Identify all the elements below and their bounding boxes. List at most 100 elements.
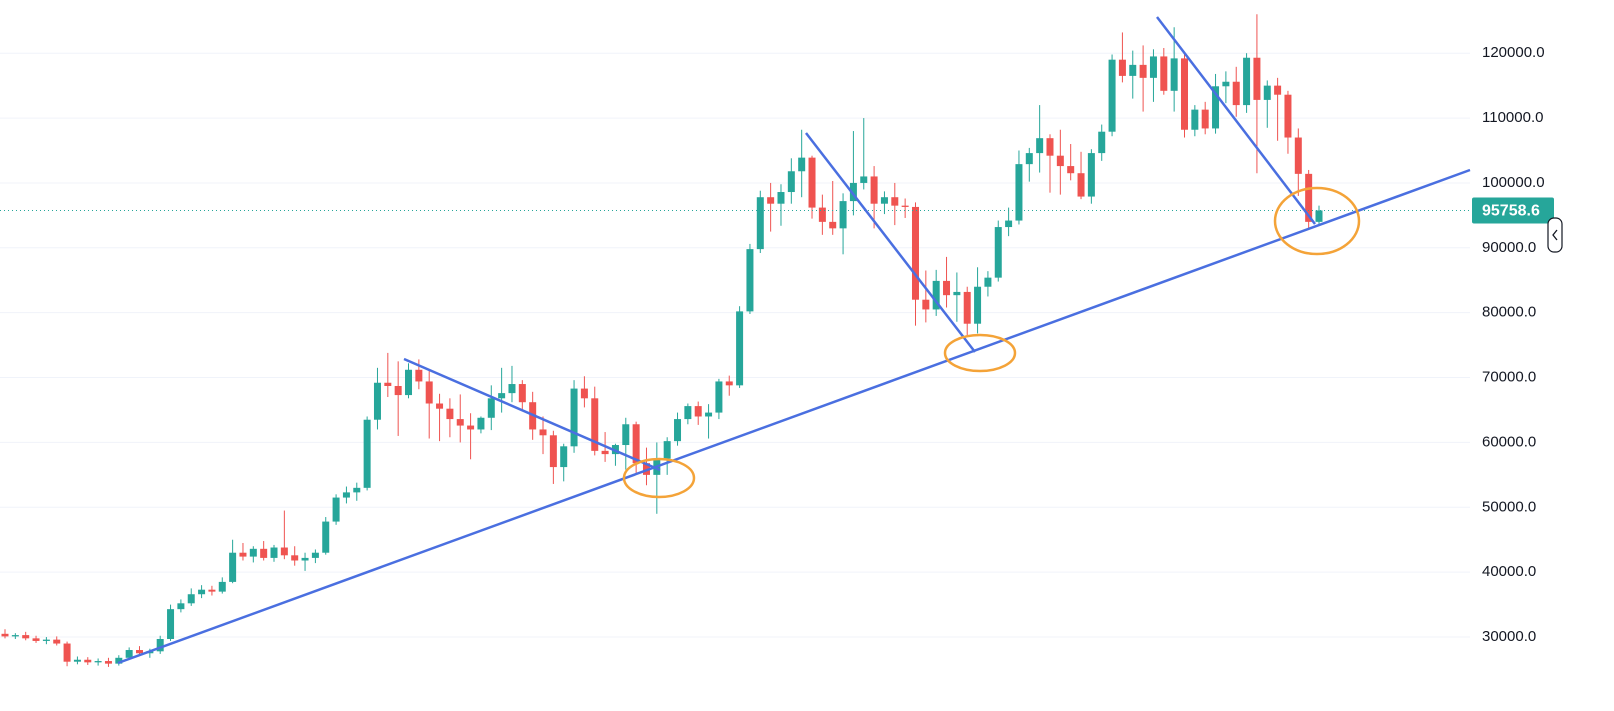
candle-body <box>291 555 299 561</box>
candle-body <box>415 369 423 382</box>
candle-body <box>218 581 226 592</box>
candle-body <box>829 221 837 229</box>
candle-body <box>787 171 795 193</box>
candle-body <box>974 286 982 324</box>
candle-body <box>984 277 992 287</box>
candle-body <box>1191 109 1199 130</box>
candle-body <box>1098 131 1106 154</box>
highlight-ellipse <box>943 333 1017 373</box>
candle-body <box>922 299 930 310</box>
candle-body <box>1015 164 1023 221</box>
candle-body <box>22 635 30 639</box>
drawings <box>117 16 1471 665</box>
candle-body <box>53 639 61 644</box>
candle-body <box>301 557 309 561</box>
candle-body <box>756 197 764 250</box>
candle-body <box>94 661 102 663</box>
candle-body <box>270 547 278 558</box>
candle-body <box>1315 210 1323 222</box>
candle-body <box>1046 138 1054 156</box>
candle-body <box>715 381 723 413</box>
candle-body <box>42 639 50 641</box>
candle-body <box>239 552 247 557</box>
candle-body <box>684 406 692 420</box>
candle-body <box>601 450 609 455</box>
candle-body <box>663 441 671 459</box>
candle-body <box>622 424 630 446</box>
candle-body <box>322 521 330 553</box>
candle-body <box>591 398 599 451</box>
candle-body <box>125 650 133 658</box>
scroll-button[interactable] <box>1547 217 1563 253</box>
candle-body <box>674 419 682 442</box>
candle-body <box>943 280 951 296</box>
candle-body <box>156 638 164 652</box>
candle-body <box>1212 86 1220 129</box>
highlight-ellipse <box>1273 186 1361 256</box>
candle-body <box>1025 153 1033 165</box>
candle-body <box>84 659 92 663</box>
highlight-ellipse <box>622 457 696 499</box>
candle-body <box>839 201 847 229</box>
candle-body <box>1005 220 1013 228</box>
candle-body <box>860 176 868 183</box>
candle-body <box>560 446 568 468</box>
candle-body <box>32 638 40 641</box>
y-tick-label: 60000.0 <box>1482 433 1536 450</box>
y-tick-label: 70000.0 <box>1482 369 1536 386</box>
candle-body <box>342 492 350 498</box>
candle-body <box>849 182 857 202</box>
candle-body <box>580 388 588 399</box>
candle-body <box>1284 94 1292 138</box>
y-tick-label: 40000.0 <box>1482 563 1536 580</box>
candle-body <box>725 381 733 386</box>
candle-body <box>73 659 81 662</box>
candle-body <box>1305 173 1313 222</box>
candle-body <box>260 548 268 558</box>
candle-body <box>167 609 175 639</box>
candle-body <box>1077 173 1085 197</box>
candle-body <box>1056 155 1064 167</box>
candle-body <box>1274 85 1282 95</box>
last-price-label: 95758.6 <box>1482 203 1540 220</box>
candle-body <box>1129 64 1137 76</box>
candle-body <box>1087 153 1095 197</box>
candle-body <box>136 650 144 654</box>
candle-body <box>1253 57 1261 100</box>
candle-body <box>1 633 9 637</box>
candle-body <box>1180 58 1188 130</box>
y-tick-label: 50000.0 <box>1482 498 1536 515</box>
trend-line <box>805 132 976 353</box>
candle-body <box>1149 56 1157 78</box>
button-frame[interactable] <box>1547 217 1563 253</box>
candle-body <box>177 603 185 610</box>
y-tick-label: 30000.0 <box>1482 628 1536 645</box>
candle-body <box>880 197 888 204</box>
candle-body <box>487 398 495 418</box>
candle-body <box>198 589 206 595</box>
candle-body <box>187 594 195 604</box>
candle-body <box>1294 137 1302 174</box>
candle-body <box>280 547 288 556</box>
candle-body <box>1222 81 1230 87</box>
candle-body <box>63 643 71 662</box>
candle-body <box>1170 58 1178 91</box>
candle-body <box>11 635 19 637</box>
candle-body <box>798 157 806 172</box>
candle-body <box>353 487 361 493</box>
candle-body <box>911 206 919 300</box>
candle-body <box>539 429 547 436</box>
price-axis: 30000.0 40000.0 50000.0 60000.0 70000.0 80000… <box>1472 44 1554 645</box>
trend-line <box>403 357 661 472</box>
candle-body <box>808 157 816 208</box>
candle-body <box>249 548 257 557</box>
candle-body <box>311 552 319 558</box>
candle-body <box>518 384 526 403</box>
candle-body <box>394 385 402 396</box>
candle-body <box>104 661 112 664</box>
candle-body <box>332 497 340 522</box>
candle-body <box>405 369 413 396</box>
candle-body <box>632 424 640 464</box>
candle-body <box>1036 138 1044 154</box>
